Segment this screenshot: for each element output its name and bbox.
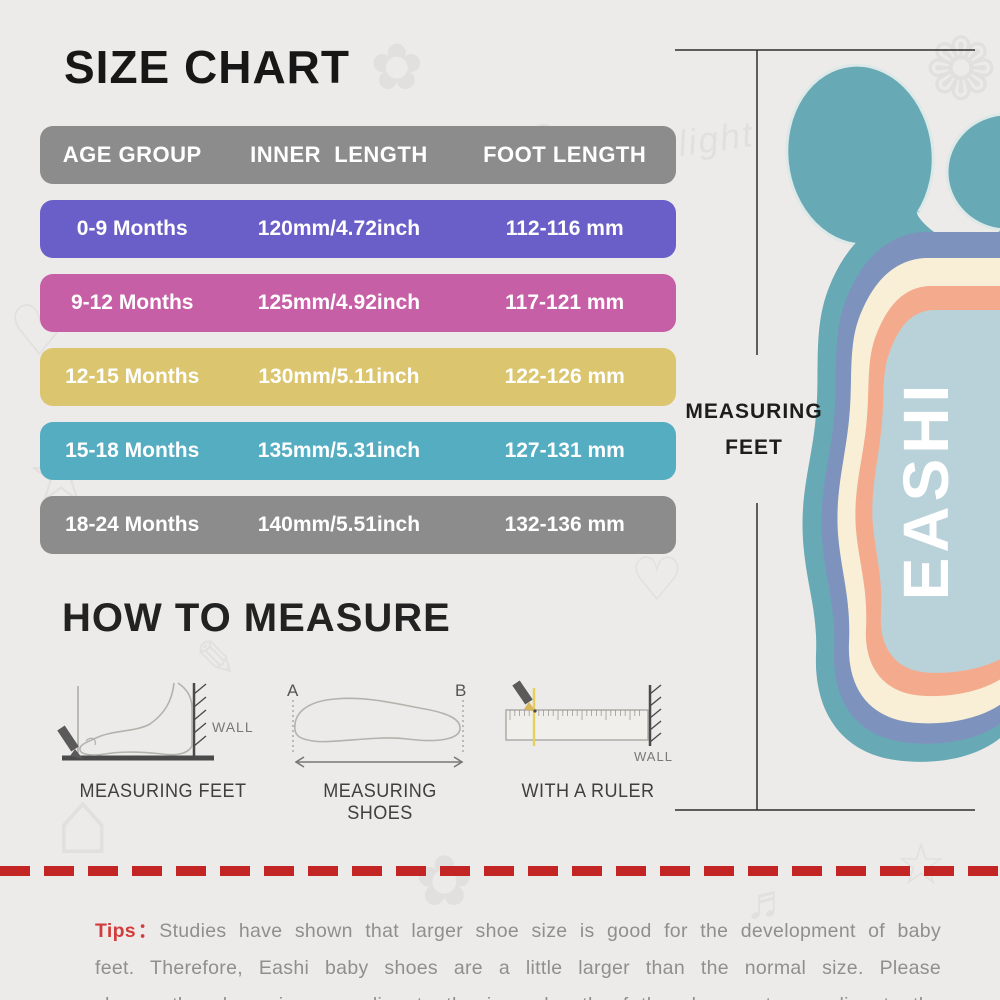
inner-length-cell: 135mm/5.31inch bbox=[257, 439, 421, 462]
wall-label: WALL bbox=[634, 749, 673, 764]
sole-center bbox=[872, 310, 1000, 673]
measuring-shoes-label: MEASURING SHOES bbox=[323, 781, 437, 824]
caption-line2: FEET bbox=[725, 436, 783, 459]
measuring-feet-caption: MEASURING FEET bbox=[683, 394, 825, 466]
foot-length-cell: 112-116 mm bbox=[505, 217, 624, 240]
age-group-cell: 15-18 Months bbox=[65, 439, 200, 462]
music-doodle-icon: ♬ bbox=[745, 876, 793, 929]
header-age-group: AGE GROUP bbox=[62, 142, 202, 167]
table-row: 12-15 Months 130mm/5.11inch 122-126 mm bbox=[40, 348, 676, 406]
inner-length-cell: 125mm/4.92inch bbox=[257, 291, 421, 314]
mandala-doodle-icon: ❁ bbox=[925, 22, 998, 118]
measuring-feet-illustration-icon: WALL bbox=[57, 682, 254, 761]
inner-length-cell: 140mm/5.51inch bbox=[257, 513, 421, 536]
foot-length-cell: 127-131 mm bbox=[504, 439, 625, 462]
point-a-label: A bbox=[287, 681, 299, 700]
measuring-feet-label: MEASURING FEET bbox=[79, 781, 247, 802]
caption-line1: MEASURING bbox=[685, 400, 823, 423]
house-doodle-icon: ⌂ bbox=[55, 771, 111, 873]
age-group-cell: 9-12 Months bbox=[70, 291, 194, 314]
flower-doodle-icon: ✿ bbox=[415, 842, 474, 920]
with-a-ruler-label: WITH A RULER bbox=[521, 781, 655, 802]
age-group-cell: 18-24 Months bbox=[65, 513, 200, 536]
measuring-shoes-figure: A B MEASURING SHOES bbox=[285, 680, 475, 825]
foot-length-cell: 132-136 mm bbox=[504, 513, 625, 536]
table-row: 15-18 Months 135mm/5.31inch 127-131 mm bbox=[40, 422, 676, 480]
heart-doodle-icon: ♡ bbox=[630, 546, 684, 613]
measuring-bracket-lines bbox=[675, 49, 975, 811]
table-body: 0-9 Months 120mm/4.72inch 112-116 mm 9-1… bbox=[40, 200, 676, 554]
inner-length-cell: 130mm/5.11inch bbox=[258, 365, 420, 388]
second-toe-shape bbox=[945, 112, 1000, 232]
flower-doodle-icon: ✿ bbox=[370, 31, 424, 103]
age-group-cell: 12-15 Months bbox=[65, 365, 200, 388]
with-a-ruler-figure: WALL WITH A RULER bbox=[498, 680, 678, 803]
measuring-feet-figure: WALL MEASURING FEET bbox=[52, 680, 274, 803]
measuring-shoes-illustration-icon: A B bbox=[287, 681, 466, 768]
table-header-row: AGE GROUP INNER LENGTH FOOT LENGTH bbox=[40, 126, 676, 184]
wall-label: WALL bbox=[212, 719, 254, 735]
table-row: 18-24 Months 140mm/5.51inch 132-136 mm bbox=[40, 496, 676, 554]
header-foot-length: FOOT LENGTH bbox=[483, 142, 647, 167]
ruler-illustration-icon: WALL bbox=[505, 680, 673, 764]
star-doodle-icon: ☆ bbox=[895, 832, 947, 897]
foot-length-cell: 122-126 mm bbox=[504, 365, 625, 388]
brand-vertical-text: EASHI bbox=[890, 380, 962, 601]
inner-length-cell: 120mm/4.72inch bbox=[257, 217, 421, 240]
baby-foot-diagram: EASHI bbox=[675, 49, 1000, 811]
table-row: 0-9 Months 120mm/4.72inch 112-116 mm bbox=[40, 200, 676, 258]
point-b-label: B bbox=[455, 681, 466, 700]
page-title: SIZE CHART bbox=[64, 41, 350, 93]
tips-paragraph: Tips：Studies have shown that larger shoe… bbox=[95, 913, 941, 1000]
pencil-doodle-icon: ✎ bbox=[195, 631, 237, 687]
measuring-methods: WALL MEASURING FEET A B MEASURING SHOES bbox=[0, 680, 678, 824]
size-table: AGE GROUP INNER LENGTH FOOT LENGTH 0-9 M… bbox=[40, 126, 676, 570]
how-to-measure-heading: HOW TO MEASURE bbox=[62, 596, 451, 640]
header-inner-length: INNER LENGTH bbox=[250, 142, 428, 167]
red-dashed-divider bbox=[0, 866, 1000, 876]
foot-length-cell: 117-121 mm bbox=[505, 291, 625, 314]
tips-body: Studies have shown that larger shoe size… bbox=[95, 919, 941, 1000]
table-row: 9-12 Months 125mm/4.92inch 117-121 mm bbox=[40, 274, 676, 332]
age-group-cell: 0-9 Months bbox=[76, 217, 188, 240]
tips-label: Tips： bbox=[95, 919, 160, 942]
